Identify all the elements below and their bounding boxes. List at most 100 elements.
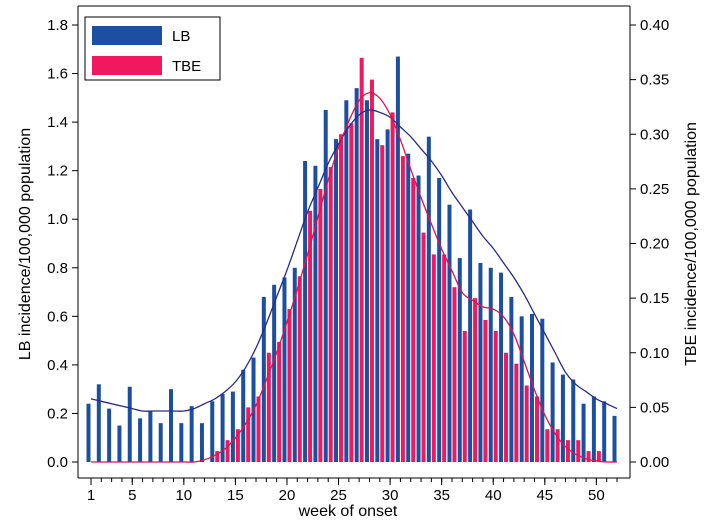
tbe-bar bbox=[576, 440, 581, 462]
tbe-bar bbox=[504, 352, 509, 462]
lb-bar bbox=[499, 272, 504, 462]
x-tick-label: 35 bbox=[433, 487, 450, 504]
right-tick-label: 0.05 bbox=[640, 399, 669, 416]
lb-bar bbox=[519, 316, 524, 462]
lb-bar bbox=[602, 401, 607, 462]
x-tick-label: 40 bbox=[485, 487, 502, 504]
lb-bar bbox=[107, 408, 112, 462]
right-tick-label: 0.25 bbox=[640, 181, 669, 198]
x-tick-label: 25 bbox=[330, 487, 347, 504]
tbe-bars bbox=[215, 57, 601, 463]
tbe-bar bbox=[277, 341, 282, 462]
legend-label-tbe: TBE bbox=[172, 58, 201, 75]
tbe-bar bbox=[390, 112, 395, 463]
x-axis-title: week of onset bbox=[298, 503, 398, 520]
x-tick-label: 30 bbox=[382, 487, 399, 504]
lb-bar bbox=[323, 109, 328, 462]
tbe-bar bbox=[308, 210, 313, 462]
lb-bar bbox=[354, 88, 359, 463]
lb-bar bbox=[364, 100, 369, 462]
lb-bars bbox=[86, 56, 617, 463]
lb-bar bbox=[272, 284, 277, 462]
smoothed-lines bbox=[90, 92, 618, 463]
lb-bar bbox=[86, 403, 91, 462]
lb-bar bbox=[344, 100, 349, 462]
lb-bar bbox=[199, 423, 204, 462]
left-tick-label: 0.0 bbox=[47, 454, 68, 471]
legend-swatch-lb bbox=[92, 26, 162, 45]
tbe-bar bbox=[287, 309, 292, 462]
lb-bar bbox=[395, 56, 400, 463]
lb-bar bbox=[220, 394, 225, 462]
lb-bar bbox=[334, 139, 339, 463]
right-tick-label: 0.30 bbox=[640, 126, 669, 143]
left-tick-label: 0.8 bbox=[47, 260, 68, 277]
lb-bar bbox=[261, 296, 266, 462]
tbe-bar bbox=[359, 57, 364, 462]
lb-bar bbox=[416, 175, 421, 462]
x-tick-label: 20 bbox=[279, 487, 296, 504]
right-tick-label: 0.35 bbox=[640, 72, 669, 89]
lb-bar bbox=[437, 177, 442, 462]
lb-bar bbox=[581, 403, 586, 462]
tbe-bar bbox=[246, 407, 251, 463]
lb-bar bbox=[292, 267, 297, 462]
left-tick-label: 1.2 bbox=[47, 163, 68, 180]
tbe-bar bbox=[524, 385, 529, 462]
axes bbox=[77, 5, 631, 479]
lb-bar bbox=[457, 258, 462, 462]
tbe-bar bbox=[380, 145, 385, 462]
lb-bar bbox=[375, 139, 380, 463]
lb-bar bbox=[127, 386, 132, 462]
left-y-axis-title: LB incidence/100,000 population bbox=[17, 128, 34, 360]
left-tick-label: 0.4 bbox=[47, 357, 68, 374]
tbe-bar bbox=[534, 396, 539, 462]
lb-bar bbox=[179, 423, 184, 462]
right-tick-label: 0.20 bbox=[640, 236, 669, 253]
tbe-bar bbox=[493, 330, 498, 462]
tbe-bar bbox=[483, 319, 488, 462]
x-tick-label: 15 bbox=[227, 487, 244, 504]
lb-bar bbox=[313, 165, 318, 462]
lb-bar bbox=[230, 391, 235, 462]
left-tick-label: 0.2 bbox=[47, 405, 68, 422]
lb-bar bbox=[468, 209, 473, 462]
lb-bar bbox=[478, 262, 483, 462]
lb-bar bbox=[447, 204, 452, 462]
tbe-bar bbox=[349, 123, 354, 462]
lb-bar bbox=[241, 369, 246, 462]
lb-bar bbox=[612, 415, 617, 462]
x-tick-label: 45 bbox=[536, 487, 553, 504]
lb-bar bbox=[591, 396, 596, 462]
tbe-bar bbox=[452, 287, 457, 462]
legend-label-lb: LB bbox=[172, 28, 190, 45]
lb-bar bbox=[426, 136, 431, 462]
lb-bar bbox=[148, 411, 153, 462]
lb-bar bbox=[571, 379, 576, 462]
lb-bar bbox=[406, 153, 411, 463]
lb-bar bbox=[488, 267, 493, 462]
lb-bar bbox=[158, 423, 163, 462]
tbe-bar bbox=[462, 330, 467, 462]
lb-smoothed-line bbox=[90, 109, 618, 412]
ticks: 0.0 0.2 0.4 0.6 0.8 1.0 1.2 1.4 1.6 1.8 0.00 0.05 0.… bbox=[47, 17, 669, 504]
x-tick-label: 1 bbox=[87, 487, 95, 504]
lb-bar bbox=[117, 425, 122, 462]
tbe-bar bbox=[266, 352, 271, 462]
left-tick-label: 1.8 bbox=[47, 17, 68, 34]
lb-bar bbox=[303, 160, 308, 462]
x-tick-label: 50 bbox=[588, 487, 605, 504]
tbe-bar bbox=[328, 167, 333, 462]
tbe-bar bbox=[225, 440, 230, 462]
legend: LB TBE bbox=[84, 16, 221, 81]
lb-bar bbox=[540, 318, 545, 462]
right-tick-label: 0.40 bbox=[640, 17, 669, 34]
right-tick-label: 0.15 bbox=[640, 290, 669, 307]
lb-bar bbox=[550, 362, 555, 462]
tbe-bar bbox=[215, 451, 220, 462]
tbe-bar bbox=[545, 429, 550, 462]
tbe-bar bbox=[596, 451, 601, 462]
tbe-bar bbox=[400, 156, 405, 462]
tbe-bar bbox=[586, 451, 591, 462]
